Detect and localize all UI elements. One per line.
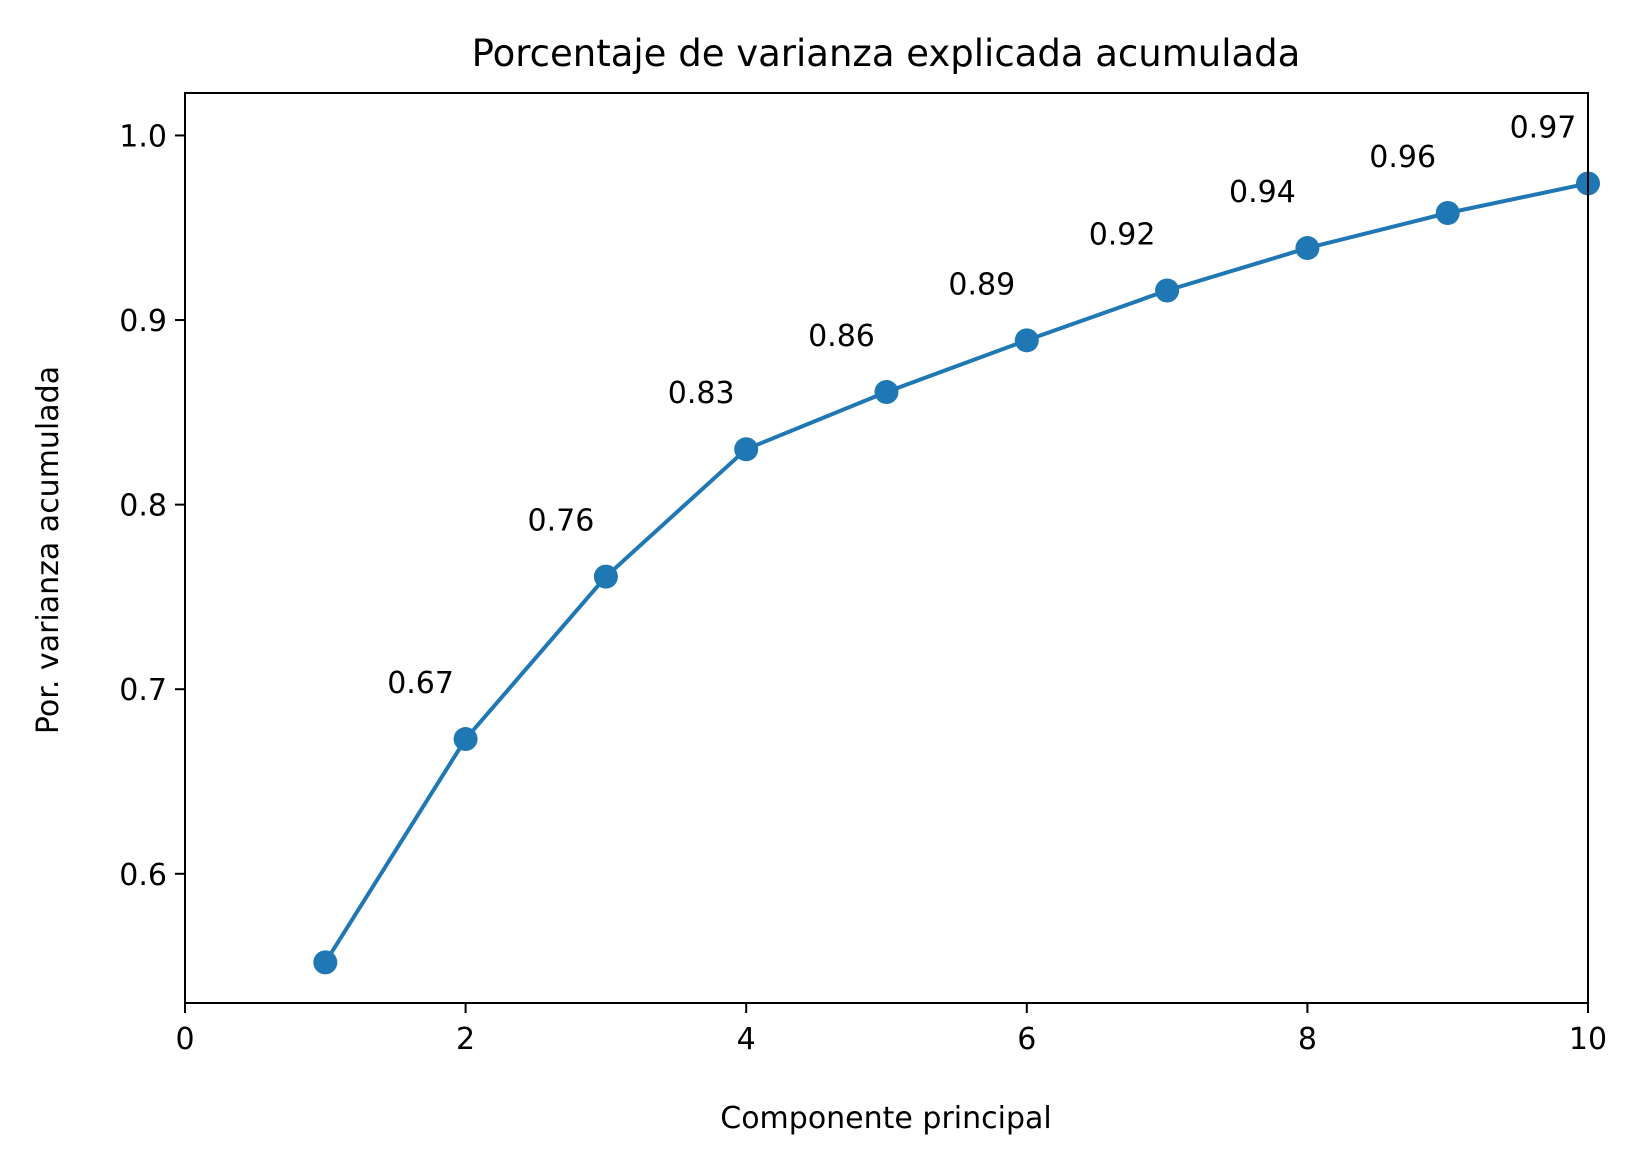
y-tick-label: 0.6	[119, 858, 167, 893]
data-point	[1014, 328, 1039, 353]
y-tick-label: 0.7	[119, 673, 167, 708]
data-label: 0.86	[808, 319, 875, 354]
data-label: 0.94	[1229, 175, 1296, 210]
series-line	[323, 181, 1589, 964]
data-label: 0.96	[1369, 140, 1436, 175]
x-tick-label: 2	[456, 1022, 475, 1057]
plot-frame	[184, 92, 1589, 1004]
data-label: 0.97	[1510, 110, 1577, 145]
data-point	[1155, 278, 1180, 303]
data-point	[734, 437, 759, 462]
axis-ticks: 0 2 4 6 8 10 0.6 0.7 0.8 0.9 1.0	[119, 119, 1607, 1057]
data-labels: 0.67 0.76 0.83 0.86 0.89 0.92 0.94 0.96 0.97	[387, 110, 1576, 701]
y-tick-label: 0.8	[119, 489, 167, 524]
data-label: 0.92	[1089, 218, 1156, 253]
y-axis-label: Por. varianza acumulada	[31, 366, 66, 734]
data-point	[874, 380, 899, 405]
data-label: 0.67	[387, 666, 454, 701]
x-axis-label: Componente principal	[720, 1101, 1051, 1136]
x-tick-label: 8	[1298, 1022, 1317, 1057]
y-tick-label: 1.0	[119, 119, 167, 154]
x-tick-label: 0	[175, 1022, 194, 1057]
series-layer	[313, 171, 1600, 975]
data-point	[593, 564, 618, 589]
data-point	[1435, 200, 1460, 225]
x-tick-label: 10	[1569, 1022, 1607, 1057]
y-tick-label: 0.9	[119, 304, 167, 339]
data-point	[313, 950, 338, 975]
data-label: 0.76	[528, 504, 595, 539]
x-tick-label: 6	[1017, 1022, 1036, 1057]
data-label: 0.89	[948, 267, 1015, 302]
data-point	[453, 727, 478, 752]
chart-title: Porcentaje de varianza explicada acumula…	[472, 32, 1301, 75]
x-tick-label: 4	[737, 1022, 756, 1057]
data-point	[1295, 236, 1320, 261]
data-label: 0.83	[668, 376, 735, 411]
